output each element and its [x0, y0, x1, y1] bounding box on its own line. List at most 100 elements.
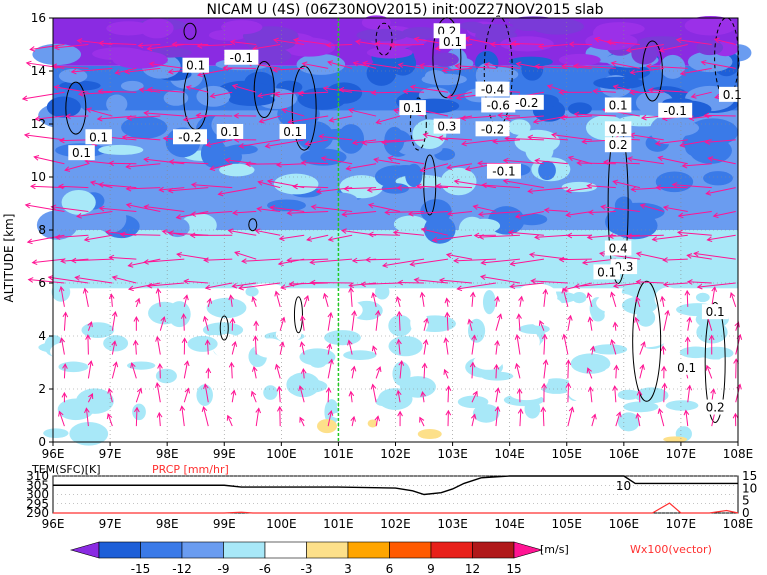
wind-vector-head: [565, 211, 572, 218]
wind-vector-head: [226, 414, 233, 421]
contour-label: -0.1: [492, 165, 515, 179]
wind-vector: [562, 288, 569, 307]
wind-vector: [255, 408, 260, 427]
wind-vector: [230, 295, 233, 307]
wind-vector-head: [299, 416, 305, 423]
wind-vector-head: [241, 258, 247, 264]
contour-label: 0.1: [723, 88, 742, 102]
shading-patch: [58, 68, 88, 84]
wind-vector-head: [696, 283, 703, 290]
wind-vector: [687, 385, 691, 403]
wind-vector-head: [445, 252, 452, 259]
wind-vector: [519, 296, 523, 307]
wind-vector-head: [111, 310, 118, 317]
wind-vector: [257, 208, 281, 212]
x-tick-label: 106E: [609, 447, 640, 461]
wind-vector-head: [662, 205, 669, 211]
wind-vector: [346, 163, 377, 170]
wind-vector: [607, 41, 640, 45]
wind-vector: [446, 298, 449, 307]
wind-vector: [574, 113, 616, 117]
wind-vector-head: [422, 339, 429, 345]
shading-patch: [187, 335, 218, 352]
wind-vector-head: [183, 278, 189, 285]
wind-vector-head: [517, 408, 524, 414]
wind-vector: [419, 417, 425, 427]
wind-vector-head: [105, 229, 112, 236]
shading-patch: [339, 175, 384, 199]
wind-vector: [676, 39, 712, 45]
colorbar-tick-label: 6: [386, 562, 394, 575]
wind-vector: [210, 163, 233, 170]
contour-label-box: [509, 94, 544, 110]
wind-vector: [231, 341, 236, 355]
contour-label: 0.4: [609, 242, 628, 256]
contour-label-box: [433, 118, 461, 134]
wind-vector: [587, 368, 593, 379]
shading-patch: [95, 204, 127, 233]
wind-vector: [372, 292, 377, 307]
wind-vector: [372, 346, 377, 355]
wind-vector: [626, 44, 664, 52]
wind-vector: [567, 383, 570, 403]
shading-patch: [263, 385, 278, 400]
contour-label-box: [604, 137, 632, 153]
wind-vector-head: [381, 262, 388, 268]
wind-vector-head: [303, 294, 310, 301]
wind-vector-head: [231, 283, 238, 289]
wind-vector-head: [558, 256, 565, 263]
wind-vector: [614, 386, 617, 403]
wind-vector-head: [435, 183, 442, 189]
wind-vector: [687, 281, 712, 284]
wind-vector-head: [514, 362, 521, 369]
wind-vector-head: [703, 112, 710, 119]
wind-vector: [191, 210, 233, 215]
wind-vector: [86, 108, 113, 117]
wind-vector-head: [477, 211, 484, 217]
colorbar-tick-label: -15: [131, 562, 151, 575]
wind-vector-head: [397, 410, 403, 417]
wind-vector-head: [565, 187, 572, 194]
contour-label: 0.1: [283, 125, 302, 139]
wind-vector-head: [664, 309, 670, 316]
contour-line: [253, 61, 275, 119]
wind-vector-head: [315, 188, 322, 195]
wind-vector-head: [160, 316, 166, 323]
wind-vector-head: [58, 410, 64, 417]
wind-vector-head: [61, 391, 68, 398]
contour-labels: 0.10.1 -0.2 0.1 0.10.1-0.10.10.3-0.1-0.4-0.…: [68, 23, 746, 415]
wind-vector: [630, 134, 664, 141]
wind-vector-head: [168, 159, 175, 165]
shading-patch: [509, 386, 544, 401]
shading-patch: [524, 399, 541, 419]
wind-vector: [461, 115, 497, 119]
wind-vector: [421, 228, 449, 236]
x-tick-label: 101E: [323, 447, 354, 461]
shading-patch: [337, 124, 365, 154]
wind-vector-head: [470, 413, 477, 420]
colorbar-swatch: [347, 541, 390, 559]
wind-vector: [480, 276, 521, 284]
wind-vector: [694, 252, 736, 260]
wind-vector-head: [288, 281, 295, 287]
wind-vector-head: [686, 316, 693, 323]
colorbar-high-arrow: [513, 541, 544, 559]
wind-vector: [58, 185, 89, 189]
wind-vector: [196, 114, 233, 117]
wind-vector-head: [374, 40, 381, 47]
wind-vector-head: [175, 214, 182, 220]
wind-vector-head: [587, 386, 594, 392]
contour-label: -0.1: [230, 51, 253, 65]
shading-patch: [51, 282, 71, 302]
wind-vector-head: [234, 250, 241, 257]
wind-vector: [302, 368, 305, 379]
wind-vector: [305, 139, 329, 145]
y-axis-label: ALTITUDE [km]: [2, 214, 16, 303]
wind-vector-head: [327, 236, 334, 242]
wind-vector-head: [275, 161, 282, 168]
wind-vector: [239, 282, 281, 289]
wind-vector-head: [402, 88, 409, 95]
wind-vector: [28, 279, 65, 284]
wind-vector-head: [467, 318, 473, 325]
wind-vector-head: [371, 345, 378, 352]
